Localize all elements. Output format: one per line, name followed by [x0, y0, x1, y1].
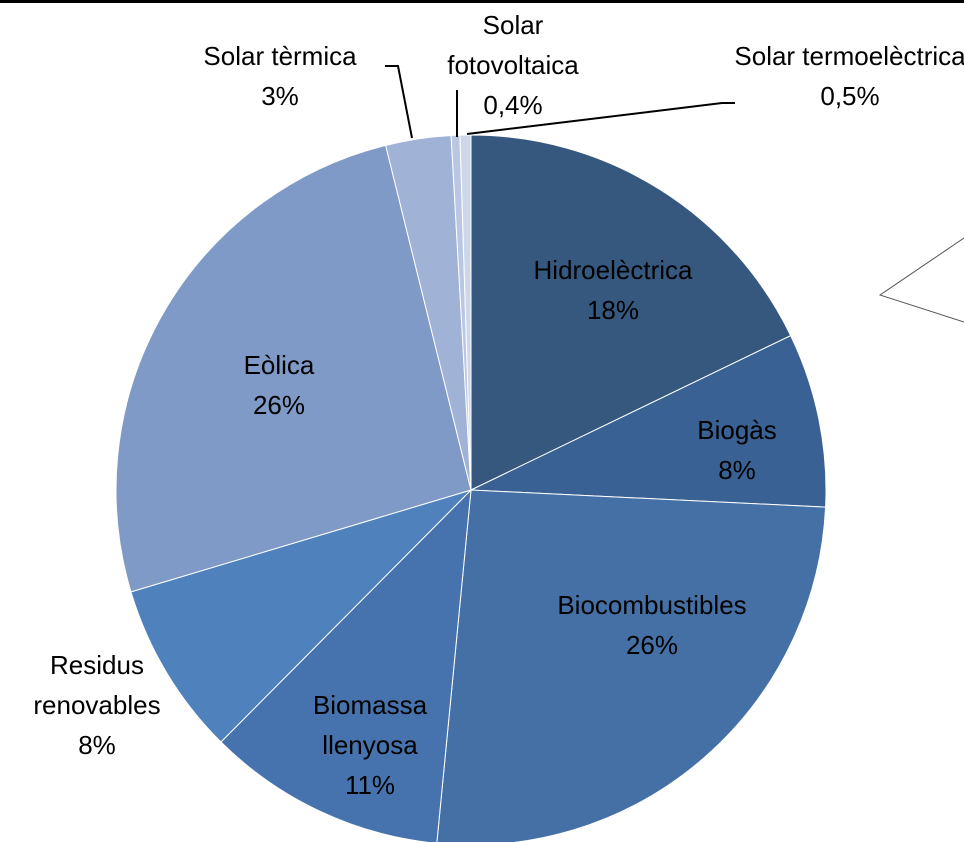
slice-label: Hidroelèctrica 18%: [493, 250, 733, 330]
slice-label: Biocombustibles 26%: [527, 585, 777, 665]
pie-slice: [470, 134, 792, 491]
category-label: Biogàs: [697, 415, 777, 445]
category-label: Solar fotovoltaica: [447, 10, 579, 80]
callout-shape: [878, 237, 964, 323]
pie-slice: [436, 489, 827, 842]
value-label: 11%: [344, 770, 396, 800]
slice-label: Biogàs 8%: [677, 410, 797, 490]
pie-slice: [220, 488, 472, 842]
value-label: 3%: [261, 81, 299, 111]
slice-label: Solar tèrmica 3%: [160, 36, 400, 116]
value-label: 26%: [625, 630, 679, 660]
slice-label: Biomassa llenyosa 11%: [280, 685, 460, 805]
category-label: Eòlica: [243, 350, 315, 380]
slice-label: Solar termoelèctrica 0,5%: [725, 36, 964, 116]
value-label: 0,4%: [483, 90, 543, 120]
category-label: Hidroelèctrica: [533, 255, 693, 285]
leader-line: [466, 102, 735, 135]
pie-slice: [130, 489, 472, 743]
pie: [115, 134, 827, 842]
value-label: 8%: [78, 730, 116, 760]
category-label: Residus renovables: [33, 650, 161, 720]
pie-slice: [459, 134, 472, 491]
pie-slice: [470, 334, 827, 508]
value-label: 8%: [718, 455, 756, 485]
top-bar: [0, 0, 964, 3]
category-label: Biomassa llenyosa: [312, 690, 428, 760]
category-label: Biocombustibles: [557, 590, 747, 620]
slice-label: Residus renovables 8%: [2, 645, 192, 765]
value-label: 18%: [586, 295, 640, 325]
value-label: 26%: [252, 390, 306, 420]
pie-slice: [115, 144, 472, 593]
slice-label: Eòlica 26%: [219, 345, 339, 425]
leader-line: [385, 65, 413, 139]
category-label: Solar tèrmica: [203, 41, 357, 71]
category-label: Solar termoelèctrica: [734, 41, 964, 71]
slice-label: Solar fotovoltaica 0,4%: [433, 5, 593, 125]
value-label: 0,5%: [820, 81, 880, 111]
